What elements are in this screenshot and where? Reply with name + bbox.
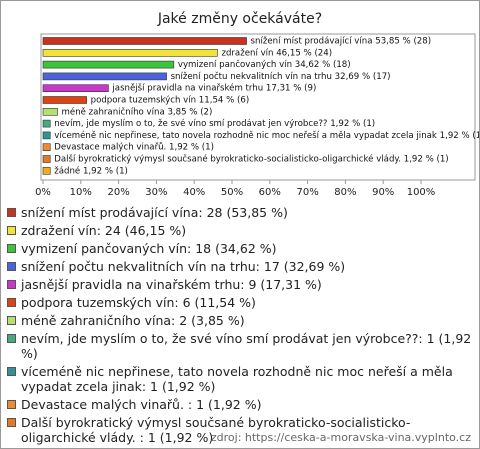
bar-label: Devastace malých vinařů. 1,92 % (1) — [54, 142, 214, 153]
legend-swatch — [7, 334, 16, 343]
x-tick-label: 30% — [145, 187, 167, 198]
legend-item: Další byrokratický výmysl součsané byrok… — [7, 415, 473, 445]
x-tick-label: 10% — [70, 187, 92, 198]
legend-label: Devastace malých vinařů. : 1 (1,92 %) — [21, 397, 262, 412]
legend-swatch — [7, 262, 16, 271]
source: zdroj: https://ceska-a-moravska-vina.vyp… — [210, 431, 471, 444]
legend-swatch — [7, 208, 16, 217]
x-tick-label: 60% — [259, 187, 281, 198]
legend-label: Další byrokratický výmysl součsané byrok… — [21, 415, 411, 445]
legend-label: vymizení pančovaných vín: 18 (34,62 %) — [21, 241, 277, 256]
plot-frame — [40, 33, 476, 181]
legend-item: zdražení vín: 24 (46,15 %) — [7, 223, 473, 238]
bar-label: podpora tuzemských vín 11,54 % (6) — [91, 96, 250, 106]
legend: snížení míst prodávající vína: 28 (53,85… — [7, 205, 473, 448]
legend-item: jasnější pravidla na vinařském trhu: 9 (… — [7, 277, 473, 292]
legend-swatch — [7, 244, 16, 253]
legend-label: zdražení vín: 24 (46,15 %) — [21, 223, 187, 238]
bar — [42, 48, 218, 57]
legend-label: méně zahraničního vína: 2 (3,85 %) — [21, 313, 245, 328]
x-tick-label: 40% — [183, 187, 205, 198]
bar — [42, 37, 247, 45]
legend-label: snížení počtu nekvalitních vín na trhu: … — [21, 259, 346, 274]
x-tick-label: 0% — [35, 187, 51, 198]
x-tick-label: 20% — [107, 187, 129, 198]
bar-label: víceméně nic nepřinese, tato novela rozh… — [54, 130, 479, 141]
legend-label: nevím, jde myslím o to, že své víno smí … — [21, 331, 472, 361]
legend-item: méně zahraničního vína: 2 (3,85 %) — [7, 313, 473, 328]
legend-item: snížení počtu nekvalitních vín na trhu: … — [7, 259, 473, 274]
legend-item: podpora tuzemských vín: 6 (11,54 %) — [7, 295, 473, 310]
bar — [42, 84, 109, 92]
bar — [42, 131, 51, 140]
bar — [42, 155, 51, 163]
bar — [42, 119, 51, 128]
legend-item: Devastace malých vinařů. : 1 (1,92 %) — [7, 397, 473, 412]
x-tick-label: 50% — [221, 187, 243, 198]
x-tick-label: 80% — [334, 187, 356, 198]
legend-swatch — [7, 418, 16, 427]
legend-swatch — [7, 316, 16, 325]
legend-label: podpora tuzemských vín: 6 (11,54 %) — [21, 295, 256, 310]
legend-swatch — [7, 400, 16, 409]
bar-label: vymizení pančovaných vín 34,62 % (18) — [178, 59, 351, 70]
bar — [42, 108, 58, 116]
bar-label: Další byrokratický výmysl součsané byrok… — [54, 154, 448, 165]
bar — [42, 167, 51, 175]
chart: Jaké změny očekáváte? 0% 10% 20% 30% 40% 50% 6… — [35, 11, 479, 198]
legend-item: víceméně nic nepřinese, tato novela rozh… — [7, 364, 473, 394]
bar-label: snížení počtu nekvalitních vín na trhu 3… — [171, 71, 391, 82]
chart-title: Jaké změny očekáváte? — [157, 11, 322, 27]
legend-swatch — [7, 367, 16, 376]
legend-item: snížení míst prodávající vína: 28 (53,85… — [7, 205, 473, 220]
bar — [42, 96, 87, 104]
legend-label: víceméně nic nepřinese, tato novela rozh… — [21, 364, 453, 394]
legend-swatch — [7, 226, 16, 235]
x-tick-label: 70% — [296, 187, 318, 198]
legend-label: snížení míst prodávající vína: 28 (53,85… — [21, 205, 288, 220]
bar — [42, 72, 167, 81]
legend-label: jasnější pravidla na vinařském trhu: 9 (… — [21, 277, 322, 292]
bar-label: méně zahraničního vína 3,85 % (2) — [62, 106, 213, 117]
bar-label: snížení míst prodávající vína 53,85 % (2… — [251, 37, 432, 47]
legend-item: vymizení pančovaných vín: 18 (34,62 %) — [7, 241, 473, 256]
bar-label: zdražení vín 46,15 % (24) — [221, 48, 332, 58]
bar-label: žádné 1,92 % (1) — [54, 165, 128, 176]
legend-swatch — [7, 280, 16, 289]
legend-item: nevím, jde myslím o to, že své víno smí … — [7, 331, 473, 361]
legend-swatch — [7, 298, 16, 307]
x-tick-label: 100% — [407, 187, 436, 198]
bar-label: jasnější pravidla na vinařském trhu 17,3… — [111, 83, 316, 94]
bar-label: nevím, jde myslím o to, že své víno smí … — [54, 118, 375, 129]
x-tick-label: 90% — [372, 187, 394, 198]
bar — [42, 60, 175, 69]
bar — [42, 143, 51, 151]
